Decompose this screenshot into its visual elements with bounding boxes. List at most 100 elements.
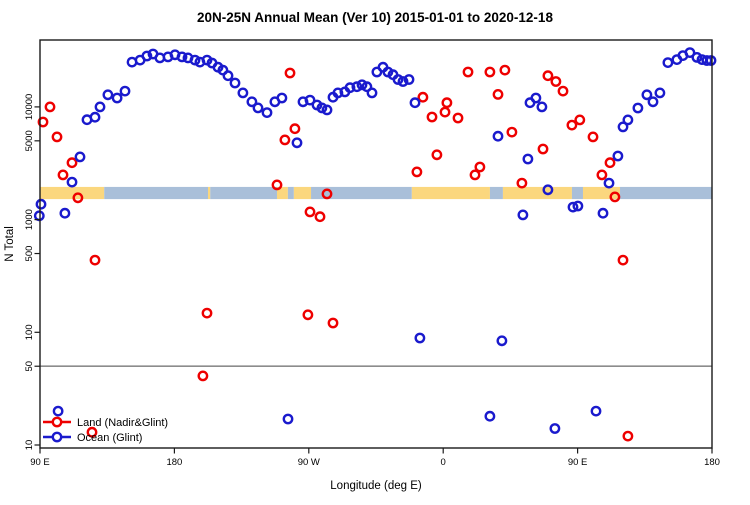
land-point [622,430,634,442]
land-point [197,370,209,382]
ocean-point [603,177,615,189]
ocean-point [361,81,373,93]
x-tick-label: 0 [441,457,446,468]
land-point [542,70,554,82]
land-point [596,169,608,181]
ocean-point [356,79,368,91]
ocean-point [111,92,123,104]
land-point [609,191,621,203]
x-tick-label: 90 E [568,457,588,468]
ocean-point [237,87,249,99]
ocean-point [536,101,548,113]
legend-ocean-symbol [51,431,63,443]
ocean-point [403,74,415,85]
ocean-point [74,151,86,163]
land-point [289,123,301,135]
ocean-point [291,137,303,149]
land-point [411,166,423,178]
land-point [66,157,78,169]
ocean-point [492,130,504,142]
ocean-point [409,97,421,109]
land-point [426,111,438,123]
land-point [57,169,69,181]
legend: Land (Nadir&Glint) Ocean (Glint) [43,416,168,444]
ocean-point [612,150,624,162]
land-point [302,309,314,321]
land-point [327,317,339,329]
land-point [469,169,481,181]
land-point [499,64,511,76]
band-segment-ocean [571,186,583,200]
land-point [587,131,599,143]
ocean-point [59,207,71,219]
land-point [516,177,528,189]
band-segment-ocean [287,186,294,200]
land-point [574,114,586,126]
ocean-point [89,111,101,123]
land-point [617,254,629,266]
y-tick-label: 500 [24,246,35,262]
land-point [566,119,578,131]
band-segment-land [293,186,312,200]
y-axis-ticks: 10 50 100 500 1000 5000 10000 [24,94,40,450]
land-point [37,116,49,128]
band-segment-ocean [311,186,412,200]
band-segment-ocean [620,186,712,200]
land-point [51,131,63,143]
ocean-point [542,184,554,196]
ocean-point [392,74,404,85]
land-point [474,161,486,173]
band-segment-ocean [489,186,503,200]
band-segment-land [208,186,211,200]
ocean-point [496,335,508,347]
ocean-point [332,87,344,99]
land-point [284,67,296,79]
land-point [86,426,98,438]
ocean-point [484,410,496,422]
land-point [72,192,84,204]
ocean-point [344,82,356,94]
x-tick-label: 90 E [30,457,50,468]
ocean-point [176,51,188,63]
ocean-point [316,102,328,114]
y-tick-label: 5000 [24,130,35,151]
ocean-point [52,405,64,417]
land-point [537,143,549,155]
ocean-point [617,121,629,133]
ocean-point [102,89,114,101]
band-segment-land [40,186,105,200]
ocean-point [229,77,241,89]
ocean-point [522,153,534,165]
band-segment-land [502,186,572,200]
legend-ocean-label: Ocean (Glint) [77,432,142,444]
legend-land-label: Land (Nadir&Glint) [77,417,168,429]
chart-title: 20N-25N Annual Mean (Ver 10) 2015-01-01 … [197,10,553,25]
ocean-point [276,92,288,104]
y-tick-label: 100 [24,324,35,340]
ocean-point [252,102,264,114]
ocean-point [654,87,666,99]
land-point [279,134,291,146]
ocean-point [414,332,426,344]
ocean-point [567,201,579,213]
ocean-point [94,101,106,113]
ocean-point [622,114,634,126]
land-point [604,157,616,169]
ocean-point [701,55,713,66]
surface-type-band [40,186,712,200]
land-point [201,307,213,319]
ocean-point [282,413,294,425]
band-segment-land [276,186,288,200]
ocean-point [35,198,47,210]
land-point [431,149,443,161]
land-point [304,206,316,218]
ocean-point [590,405,602,417]
x-tick-label: 180 [704,457,720,468]
x-tick-label: 180 [166,457,182,468]
ocean-point [397,76,409,87]
land-point [44,101,56,113]
ocean-point [572,200,584,212]
ocean-point [517,209,529,221]
x-axis-title: Longitude (deg E) [330,480,422,492]
